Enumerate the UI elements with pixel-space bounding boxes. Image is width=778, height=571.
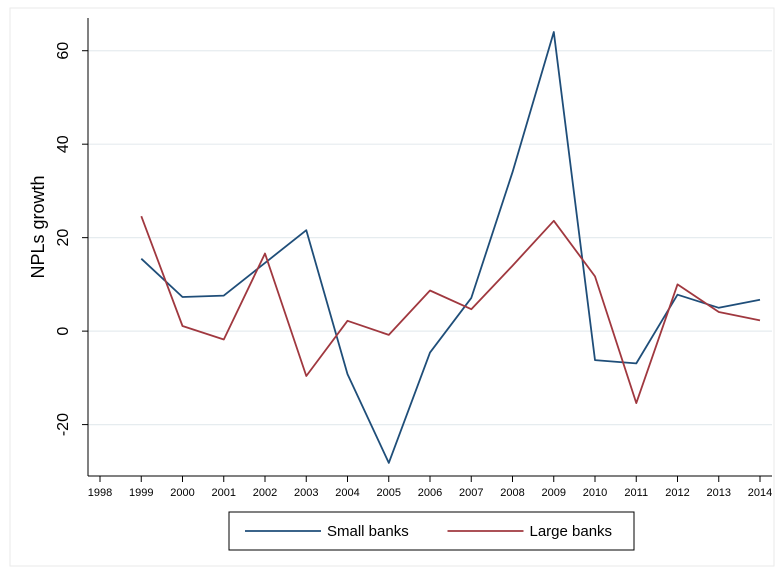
x-tick-label: 1998: [88, 487, 112, 499]
series-line-1: [140, 215, 761, 405]
y-tick-label: 40: [55, 135, 72, 153]
legend: Small banks Large banks: [228, 511, 635, 551]
x-tick-label: 2008: [500, 487, 524, 499]
axes: [82, 18, 772, 482]
x-tick-label: 2006: [418, 487, 442, 499]
x-tick-label: 2013: [707, 487, 731, 499]
x-tick-label: 2002: [253, 487, 277, 499]
x-tick-label: 2001: [212, 487, 236, 499]
series-lines: [140, 31, 761, 464]
tick-labels: -20 0 20 40 60 1998 1999 2000 2001 2002 2003 2004 20…: [55, 42, 772, 499]
x-tick-label: 2014: [748, 487, 772, 499]
y-tick-label: 0: [55, 327, 72, 336]
series-line-0: [140, 31, 761, 464]
y-tick-label: -20: [55, 413, 72, 436]
y-tick-label: 60: [55, 42, 72, 60]
legend-label-1: Large banks: [530, 523, 613, 540]
y-axis-title: NPLs growth: [28, 175, 48, 278]
x-tick-label: 2007: [459, 487, 483, 499]
grid-lines: [88, 50, 772, 426]
x-tick-label: 2004: [335, 487, 359, 499]
outer-border: [9, 7, 775, 567]
legend-label-0: Small banks: [327, 523, 409, 540]
x-tick-label: 2012: [665, 487, 689, 499]
x-tick-label: 1999: [129, 487, 153, 499]
x-tick-label: 2010: [583, 487, 607, 499]
y-tick-label: 20: [55, 229, 72, 247]
x-tick-label: 2011: [624, 487, 648, 499]
x-tick-label: 2009: [542, 487, 566, 499]
x-tick-label: 2000: [170, 487, 194, 499]
x-tick-label: 2005: [377, 487, 401, 499]
x-tick-label: 2003: [294, 487, 318, 499]
